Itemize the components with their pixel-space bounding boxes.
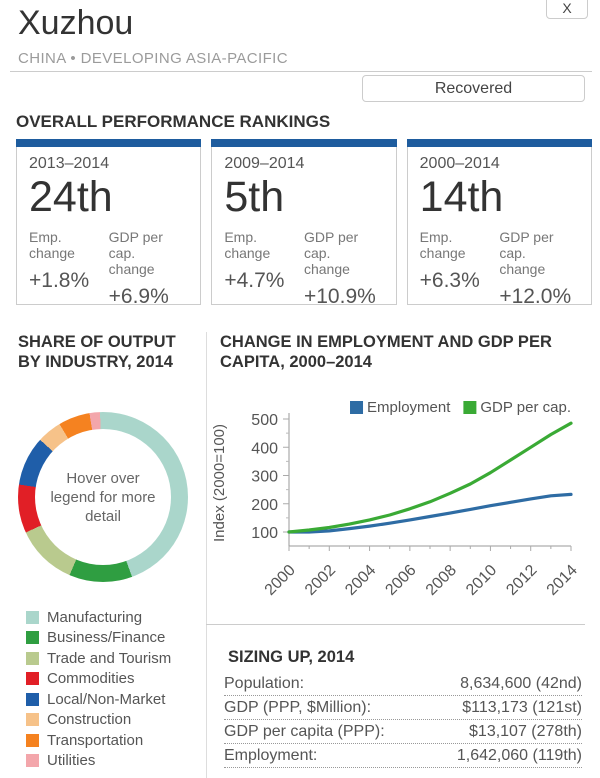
close-button[interactable]: X [546, 0, 588, 19]
sizing-row-value: 8,634,600 (42nd) [460, 675, 582, 692]
emp-change-label: Emp. change [419, 229, 466, 262]
x-tick-label: 2010 [463, 562, 500, 599]
header-divider [10, 71, 592, 72]
sizing-row-value: 1,642,060 (119th) [456, 747, 582, 764]
x-tick-label: 2002 [302, 562, 339, 599]
gdp-change-value: +6.9% [108, 285, 169, 309]
chart-legend-swatch [350, 401, 364, 414]
y-tick-label: 500 [251, 412, 278, 429]
recovery-status-button[interactable]: Recovered [362, 75, 585, 102]
x-tick-label: 2004 [342, 562, 379, 599]
sizing-row-value: $113,173 (121st) [462, 699, 582, 716]
card-rank: 5th [224, 173, 285, 221]
sizing-row: GDP (PPP, $Million): $113,173 (121st) [224, 696, 582, 720]
x-tick-label: 2014 [544, 562, 581, 599]
chart-legend-label: Employment [367, 399, 451, 416]
sizing-row: GDP per capita (PPP): $13,107 (278th) [224, 720, 582, 744]
rankings-heading: OVERALL PERFORMANCE RANKINGS [16, 112, 331, 131]
gdp-change-value: +12.0% [499, 285, 572, 309]
industry-legend-item[interactable]: Transportation [26, 730, 171, 751]
emp-change-label: Emp. change [224, 229, 271, 262]
legend-swatch [26, 651, 39, 665]
legend-swatch [26, 713, 39, 727]
card-rank: 24th [29, 173, 113, 221]
gdp-change-label: GDP per cap. change [108, 229, 163, 278]
gdp-change-label: GDP per cap. change [499, 229, 554, 278]
emp-change-value: +4.7% [224, 269, 285, 293]
industry-chart-heading: SHARE OF OUTPUT BY INDUSTRY, 2014 [18, 333, 176, 371]
legend-label: Trade and Tourism [47, 649, 172, 667]
legend-label: Manufacturing [47, 608, 143, 626]
y-tick-label: 400 [251, 440, 278, 457]
industry-legend-item[interactable]: Business/Finance [26, 628, 171, 649]
sizing-heading: SIZING UP, 2014 [228, 648, 355, 666]
sizing-row-label: GDP per capita (PPP): [224, 723, 385, 740]
card-accent-bar [16, 139, 202, 147]
card-accent-bar [211, 139, 397, 147]
chart-legend-swatch [463, 401, 477, 414]
legend-swatch [26, 610, 39, 624]
donut-hole: Hover over legend for more detail [35, 429, 171, 565]
sizing-row-label: GDP (PPP, $Million): [224, 699, 372, 716]
gdp-change-value: +10.9% [303, 285, 376, 309]
legend-swatch [26, 733, 39, 747]
sizing-row-value: $13,107 (278th) [469, 723, 582, 740]
card-period: 2000–2014 [419, 155, 500, 172]
donut-center-text: Hover over legend for more detail [50, 469, 156, 525]
sizing-row: Employment: 1,642,060 (119th) [224, 744, 582, 768]
ranking-card-2009-2014: 2009–2014 5th Emp. change +4.7% GDP per … [211, 139, 397, 308]
x-tick-label: 2008 [423, 562, 460, 599]
industry-legend-item[interactable]: Trade and Tourism [26, 648, 171, 669]
y-tick-label: 200 [251, 497, 278, 514]
industry-legend-item[interactable]: Manufacturing [26, 607, 171, 628]
legend-swatch [26, 631, 39, 645]
industry-legend-item[interactable]: Utilities [26, 751, 171, 772]
ranking-cards: 2013–2014 24th Emp. change +1.8% GDP per… [16, 139, 592, 308]
sizing-row-label: Employment: [224, 747, 318, 764]
card-period: 2009–2014 [224, 155, 305, 172]
ranking-card-2013-2014: 2013–2014 24th Emp. change +1.8% GDP per… [16, 139, 202, 308]
legend-swatch [26, 754, 39, 768]
card-accent-bar [406, 139, 592, 147]
y-tick-label: 100 [251, 525, 278, 542]
industry-legend: Manufacturing Business/Finance Trade and T… [26, 607, 171, 771]
emp-change-value: +1.8% [29, 269, 90, 293]
industry-legend-item[interactable]: Construction [26, 710, 171, 731]
page-title: Xuzhou [18, 4, 134, 42]
industry-donut-chart: Hover over legend for more detail [18, 412, 188, 582]
city-subtitle: CHINA • DEVELOPING ASIA-PACIFIC [18, 50, 288, 67]
legend-label: Construction [47, 711, 132, 729]
legend-swatch [26, 672, 39, 686]
legend-label: Business/Finance [47, 629, 166, 647]
legend-swatch [26, 692, 39, 706]
column-divider [206, 332, 207, 778]
sizing-table: Population: 8,634,600 (42nd) GDP (PPP, $Mi… [224, 672, 582, 768]
sizing-row: Population: 8,634,600 (42nd) [224, 672, 582, 696]
emp-change-value: +6.3% [419, 269, 480, 293]
x-tick-label: 2006 [382, 562, 419, 599]
card-rank: 14th [419, 173, 504, 221]
card-period: 2013–2014 [29, 155, 110, 172]
legend-label: Commodities [47, 670, 135, 688]
industry-legend-item[interactable]: Commodities [26, 669, 171, 690]
sizing-row-label: Population: [224, 675, 305, 692]
legend-label: Local/Non-Market [47, 690, 166, 708]
x-tick-label: 2012 [503, 562, 540, 599]
x-tick-label: 2000 [262, 562, 299, 599]
gdp-change-label: GDP per cap. change [303, 229, 359, 278]
industry-legend-item[interactable]: Local/Non-Market [26, 689, 171, 710]
chart-legend-label: GDP per cap. [480, 399, 571, 416]
line-chart-heading: CHANGE IN EMPLOYMENT AND GDP PER CAPITA,… [220, 333, 552, 371]
legend-label: Utilities [47, 752, 96, 770]
series-line-employment [287, 492, 573, 534]
y-tick-label: 300 [251, 469, 278, 486]
legend-label: Transportation [47, 731, 144, 749]
ranking-card-2000-2014: 2000–2014 14th Emp. change +6.3% GDP per… [406, 139, 592, 308]
y-axis-title: Index (2000=100) [211, 424, 228, 542]
series-line-gdp-per-cap- [287, 421, 573, 534]
emp-change-label: Emp. change [29, 229, 75, 262]
sizing-divider [206, 624, 585, 625]
